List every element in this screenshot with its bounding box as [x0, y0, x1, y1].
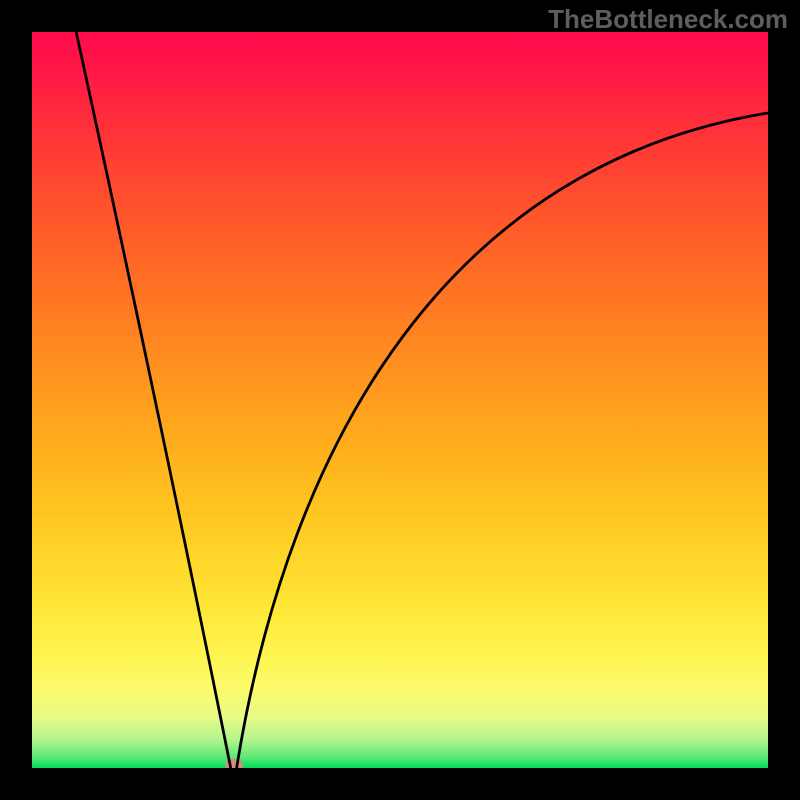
bottleneck-curve	[32, 32, 768, 768]
watermark-text: TheBottleneck.com	[548, 4, 788, 35]
curve-left-branch	[76, 32, 231, 768]
plot-area	[32, 32, 768, 768]
curve-right-branch	[237, 113, 768, 768]
chart-frame	[32, 32, 768, 768]
